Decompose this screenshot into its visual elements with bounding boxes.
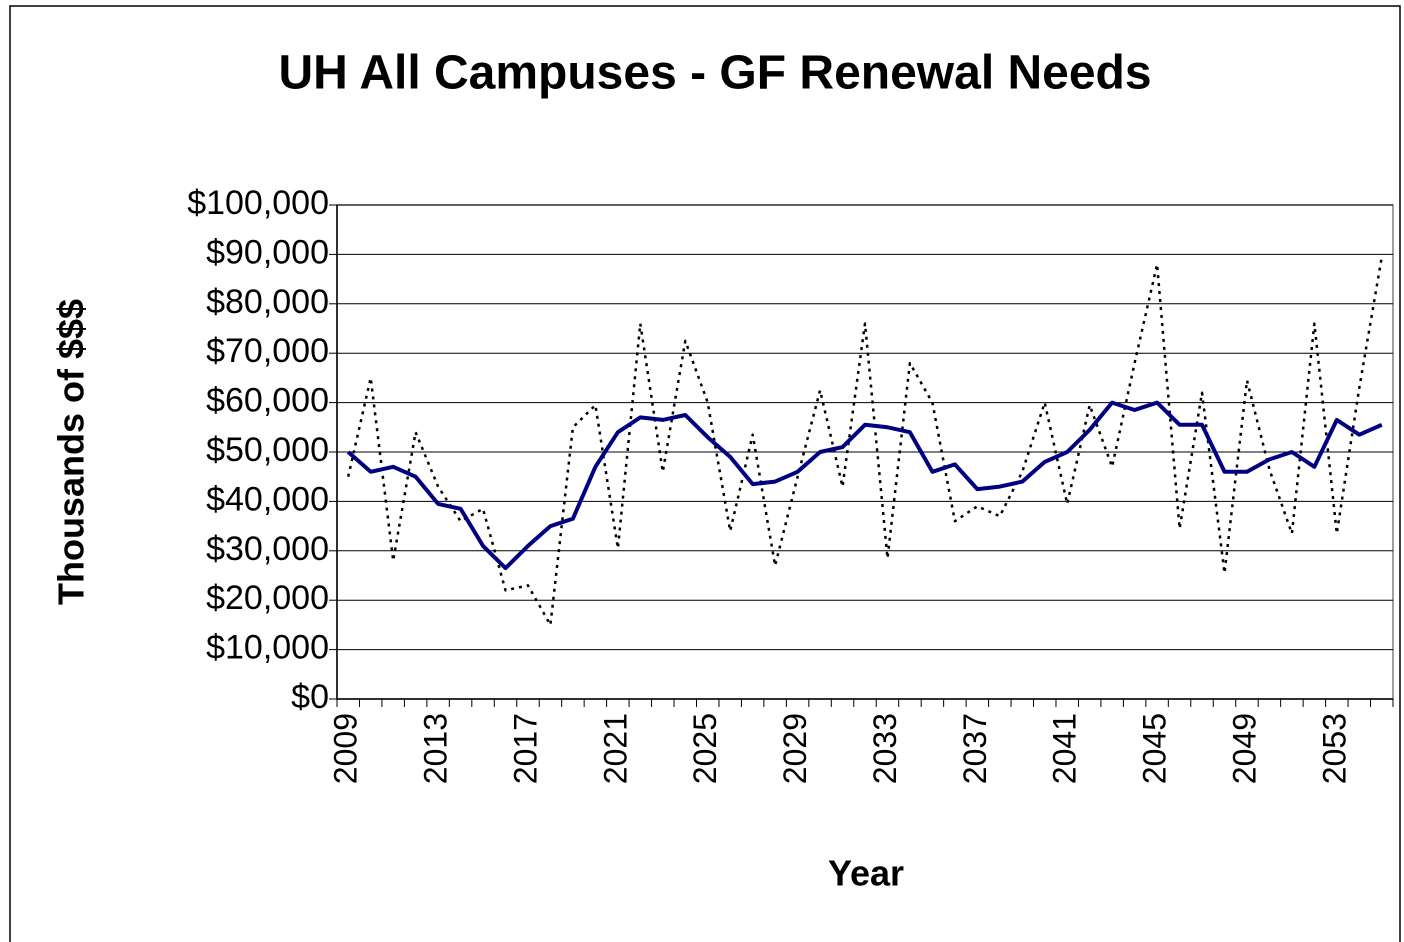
y-tick-label: $70,000 (206, 332, 329, 370)
y-tick-label: $60,000 (206, 382, 329, 420)
y-tick-label: $90,000 (206, 233, 329, 271)
y-tick-label: $80,000 (206, 283, 329, 321)
y-tick-label: $100,000 (187, 184, 329, 222)
x-tick-label: 2045 (1137, 713, 1173, 784)
y-tick-label: $10,000 (206, 629, 329, 667)
y-tick-label: $30,000 (206, 530, 329, 568)
y-tick-label: $40,000 (206, 480, 329, 518)
x-axis-label: Year (828, 853, 904, 894)
x-tick-label: 2037 (957, 713, 993, 784)
y-axis-label: Thousands of $$$ (51, 299, 92, 605)
x-tick-label: 2029 (777, 713, 813, 784)
x-tick-label: 2025 (687, 713, 723, 784)
y-tick-label: $20,000 (206, 579, 329, 617)
y-tick-label: $50,000 (206, 431, 329, 469)
x-tick-label: 2009 (328, 713, 364, 784)
x-tick-label: 2049 (1226, 713, 1262, 784)
x-tick-label: 2033 (867, 713, 903, 784)
x-tick-label: 2017 (507, 713, 543, 784)
x-tick-label: 2021 (597, 713, 633, 784)
x-tick-label: 2041 (1047, 713, 1083, 784)
y-tick-label: $0 (291, 678, 329, 716)
series-line (346, 256, 1384, 627)
series-line (346, 400, 1383, 571)
chart-title: UH All Campuses - GF Renewal Needs (278, 47, 1151, 100)
x-tick-label: 2013 (418, 713, 454, 784)
x-tick-label: 2053 (1316, 713, 1352, 784)
